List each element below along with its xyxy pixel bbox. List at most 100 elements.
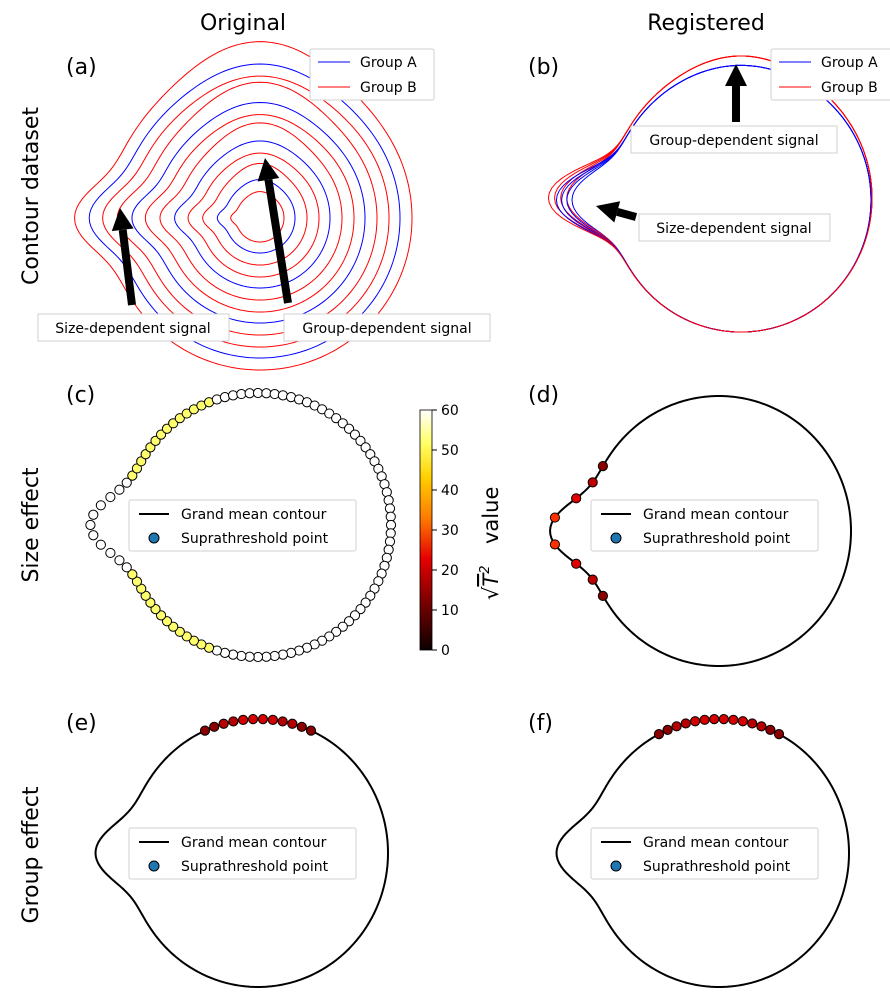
contour-point bbox=[337, 621, 348, 632]
arrows bbox=[111, 64, 747, 306]
group-a-contour bbox=[555, 64, 872, 333]
suprathreshold-point bbox=[718, 713, 729, 725]
colorbar-tick-label: 60 bbox=[441, 403, 459, 419]
annotation-text: Group-dependent signal bbox=[649, 133, 818, 149]
group-b-contour bbox=[116, 81, 378, 336]
legend-contour-c: Grand mean contour Suprathreshold point bbox=[128, 499, 357, 552]
suprathreshold-point bbox=[228, 716, 239, 727]
contour-point bbox=[269, 388, 280, 400]
legend-line-label: Grand mean contour bbox=[643, 835, 789, 851]
colorbar-tick-label: 40 bbox=[441, 483, 459, 499]
contour-point bbox=[384, 536, 396, 547]
row-title-contour-dataset: Contour dataset bbox=[19, 107, 44, 285]
suprathreshold-point bbox=[549, 512, 561, 523]
colorbar-tick-label: 30 bbox=[441, 523, 459, 539]
group-a-contour bbox=[216, 178, 296, 254]
suprathreshold-point bbox=[765, 724, 776, 736]
legend-contour-e: Grand mean contour Suprathreshold point bbox=[128, 827, 357, 880]
arrow-size-signal-b-head bbox=[596, 201, 621, 223]
contour-point bbox=[95, 539, 106, 550]
group-b-contour bbox=[547, 55, 873, 333]
suprathreshold-point bbox=[571, 493, 582, 504]
group-a-contour bbox=[174, 140, 331, 289]
contour-point bbox=[252, 651, 264, 663]
contour-point bbox=[140, 449, 151, 460]
suprathreshold-point bbox=[773, 729, 785, 740]
contour-point bbox=[365, 590, 376, 601]
legend-line-label: Grand mean contour bbox=[181, 835, 327, 851]
suprathreshold-point bbox=[267, 714, 278, 725]
contour-point bbox=[181, 631, 192, 642]
panel-label-d: (d) bbox=[528, 383, 559, 408]
panel-label-e: (e) bbox=[66, 711, 97, 736]
suprathreshold-point bbox=[277, 716, 288, 727]
panel-e-mean-contour bbox=[94, 714, 390, 989]
grand-mean-contour bbox=[555, 717, 851, 989]
suprathreshold-point bbox=[218, 718, 229, 729]
contour-point bbox=[383, 495, 394, 506]
column-title-registered: Registered bbox=[647, 11, 765, 36]
contour-point bbox=[244, 388, 255, 399]
contour-point bbox=[331, 626, 342, 637]
contour-point bbox=[261, 651, 272, 662]
annotation-group-signal-a: Group-dependent signal bbox=[283, 313, 491, 342]
annotation-group-signal-b: Group-dependent signal bbox=[630, 125, 838, 154]
legend-line-label: Grand mean contour bbox=[181, 507, 327, 523]
contour-point bbox=[121, 477, 132, 488]
suprathreshold-point bbox=[296, 721, 307, 732]
legend-line-label: Grand mean contour bbox=[643, 507, 789, 523]
suprathreshold-point bbox=[597, 590, 609, 601]
legend-groups-a: Group A Group B bbox=[309, 48, 435, 101]
annotation-size-signal-b: Size-dependent signal bbox=[638, 213, 831, 242]
contour-point bbox=[88, 509, 99, 520]
suprathreshold-point bbox=[747, 718, 758, 729]
legend-label-group-b: Group B bbox=[821, 80, 878, 96]
suprathreshold-point bbox=[671, 721, 682, 732]
arrow-group-signal-a-shaft bbox=[264, 179, 292, 304]
legend-groups-b: Group A Group B bbox=[770, 48, 890, 101]
panel-label-a: (a) bbox=[66, 55, 97, 80]
panel-label-c: (c) bbox=[66, 383, 95, 408]
suprathreshold-point bbox=[199, 725, 211, 736]
suprathreshold-point bbox=[257, 714, 269, 725]
contour-point bbox=[88, 530, 99, 541]
arrow-size-signal-a-head bbox=[111, 208, 134, 232]
contour-point bbox=[219, 392, 231, 403]
suprathreshold-point bbox=[737, 716, 748, 727]
contour-point bbox=[277, 390, 289, 401]
contour-point bbox=[355, 435, 366, 446]
suprathreshold-point bbox=[549, 539, 561, 550]
suprathreshold-point bbox=[597, 461, 609, 472]
colorbar-label-suffix: value bbox=[479, 487, 503, 544]
contour-point bbox=[174, 413, 185, 424]
grand-mean-contour bbox=[94, 717, 390, 989]
contour-point bbox=[105, 547, 116, 559]
legend-contour-f: Grand mean contour Suprathreshold point bbox=[590, 827, 819, 880]
suprathreshold-point bbox=[305, 725, 317, 736]
colorbar-label: √T2 value bbox=[478, 487, 503, 600]
contour-point bbox=[114, 555, 125, 566]
panel-f-mean-contour bbox=[555, 713, 851, 989]
contour-point bbox=[252, 387, 264, 399]
group-b-contour bbox=[159, 122, 343, 301]
legend-label-group-a: Group A bbox=[360, 55, 417, 71]
contour-point bbox=[324, 408, 335, 419]
group-a-contour bbox=[566, 64, 872, 333]
suprathreshold-point bbox=[756, 721, 767, 732]
legend-point-label: Suprathreshold point bbox=[643, 859, 791, 875]
panel-b-contours bbox=[547, 55, 873, 333]
suprathreshold-point bbox=[238, 714, 249, 725]
legend-point-label: Suprathreshold point bbox=[181, 859, 329, 875]
suprathreshold-point bbox=[571, 558, 582, 569]
suprathreshold-point bbox=[247, 714, 259, 725]
colorbar-tick-label: 0 bbox=[441, 643, 450, 659]
colorbar-ticks: 0 10 20 30 40 50 60 bbox=[432, 403, 459, 659]
group-b-contour bbox=[144, 114, 355, 313]
group-b-contour bbox=[187, 152, 320, 278]
contour-point bbox=[331, 413, 342, 424]
suprathreshold-point bbox=[690, 716, 701, 727]
colorbar-tick-label: 10 bbox=[441, 603, 459, 619]
colorbar-gradient bbox=[419, 409, 433, 651]
panel-c-mean-contour bbox=[85, 387, 397, 663]
annotation-text: Group-dependent signal bbox=[302, 321, 471, 337]
